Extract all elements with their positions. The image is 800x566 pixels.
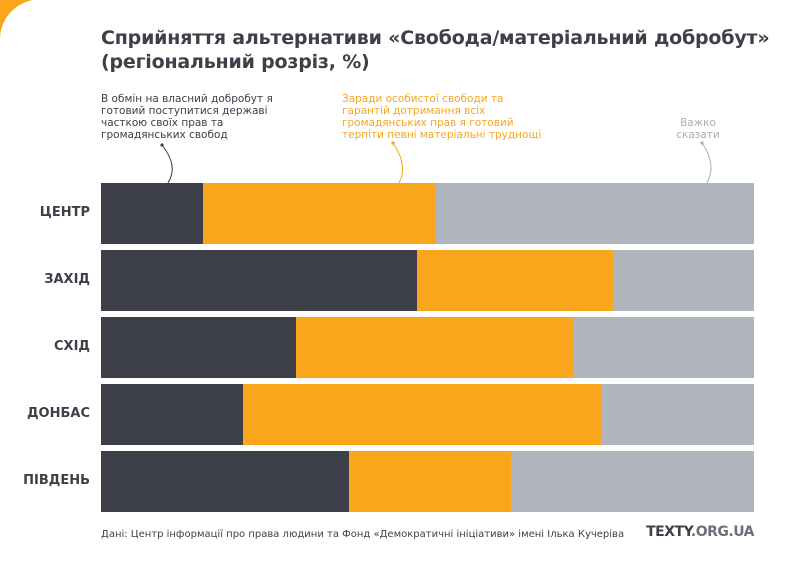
- corner-decoration: [0, 0, 33, 38]
- arrow-gray-head: [700, 141, 704, 145]
- bar-segment-endure: [296, 317, 574, 378]
- bar-segment-concede: [101, 451, 350, 512]
- arrow-dark: [161, 144, 173, 184]
- arrow-gray: [701, 142, 712, 184]
- category-label: ДОНБАС: [26, 405, 90, 421]
- bar-segment-endure: [349, 451, 512, 512]
- bar-segment-hard-to-say: [600, 384, 755, 445]
- bar-segment-concede: [101, 317, 297, 378]
- bar-segment-concede: [101, 250, 418, 311]
- annotation-hard-to-say: Важко сказати: [676, 117, 720, 141]
- title-line-1: Сприйняття альтернативи «Свобода/матеріа…: [101, 27, 770, 49]
- category-label: ЦЕНТР: [39, 204, 90, 220]
- arrow-orange-head: [391, 141, 395, 145]
- bar-segment-endure: [202, 183, 437, 244]
- arrow-dark-head: [160, 143, 164, 147]
- data-source: Дані: Центр інформації про права людини …: [101, 529, 625, 540]
- arrow-orange: [392, 142, 404, 184]
- title-line-2: (регіональний розріз, %): [101, 51, 370, 73]
- category-label: СХІД: [54, 338, 90, 354]
- brand-logo[interactable]: TEXTY.ORG.UA: [646, 524, 754, 540]
- brand-part2: .ORG.UA: [690, 524, 755, 540]
- bar-segment-hard-to-say: [511, 451, 755, 512]
- category-label: ПІВДЕНЬ: [23, 472, 90, 488]
- bar-segment-endure: [242, 384, 602, 445]
- category-label: ЗАХІД: [44, 271, 90, 287]
- brand-part1: TEXTY: [646, 524, 691, 540]
- annotation-concede-rights: В обмін на власний добробут я готовий по…: [101, 93, 273, 141]
- bar-segment-hard-to-say: [435, 183, 755, 244]
- bar-segment-concede: [101, 384, 244, 445]
- bar-segment-endure: [417, 250, 614, 311]
- chart-title: Сприйняття альтернативи «Свобода/матеріа…: [101, 26, 781, 74]
- bar-segment-concede: [101, 183, 204, 244]
- bar-segment-hard-to-say: [612, 250, 755, 311]
- bar-segment-hard-to-say: [573, 317, 755, 378]
- annotation-endure-hardship: Заради особистої свободи та гарантій дот…: [342, 93, 542, 141]
